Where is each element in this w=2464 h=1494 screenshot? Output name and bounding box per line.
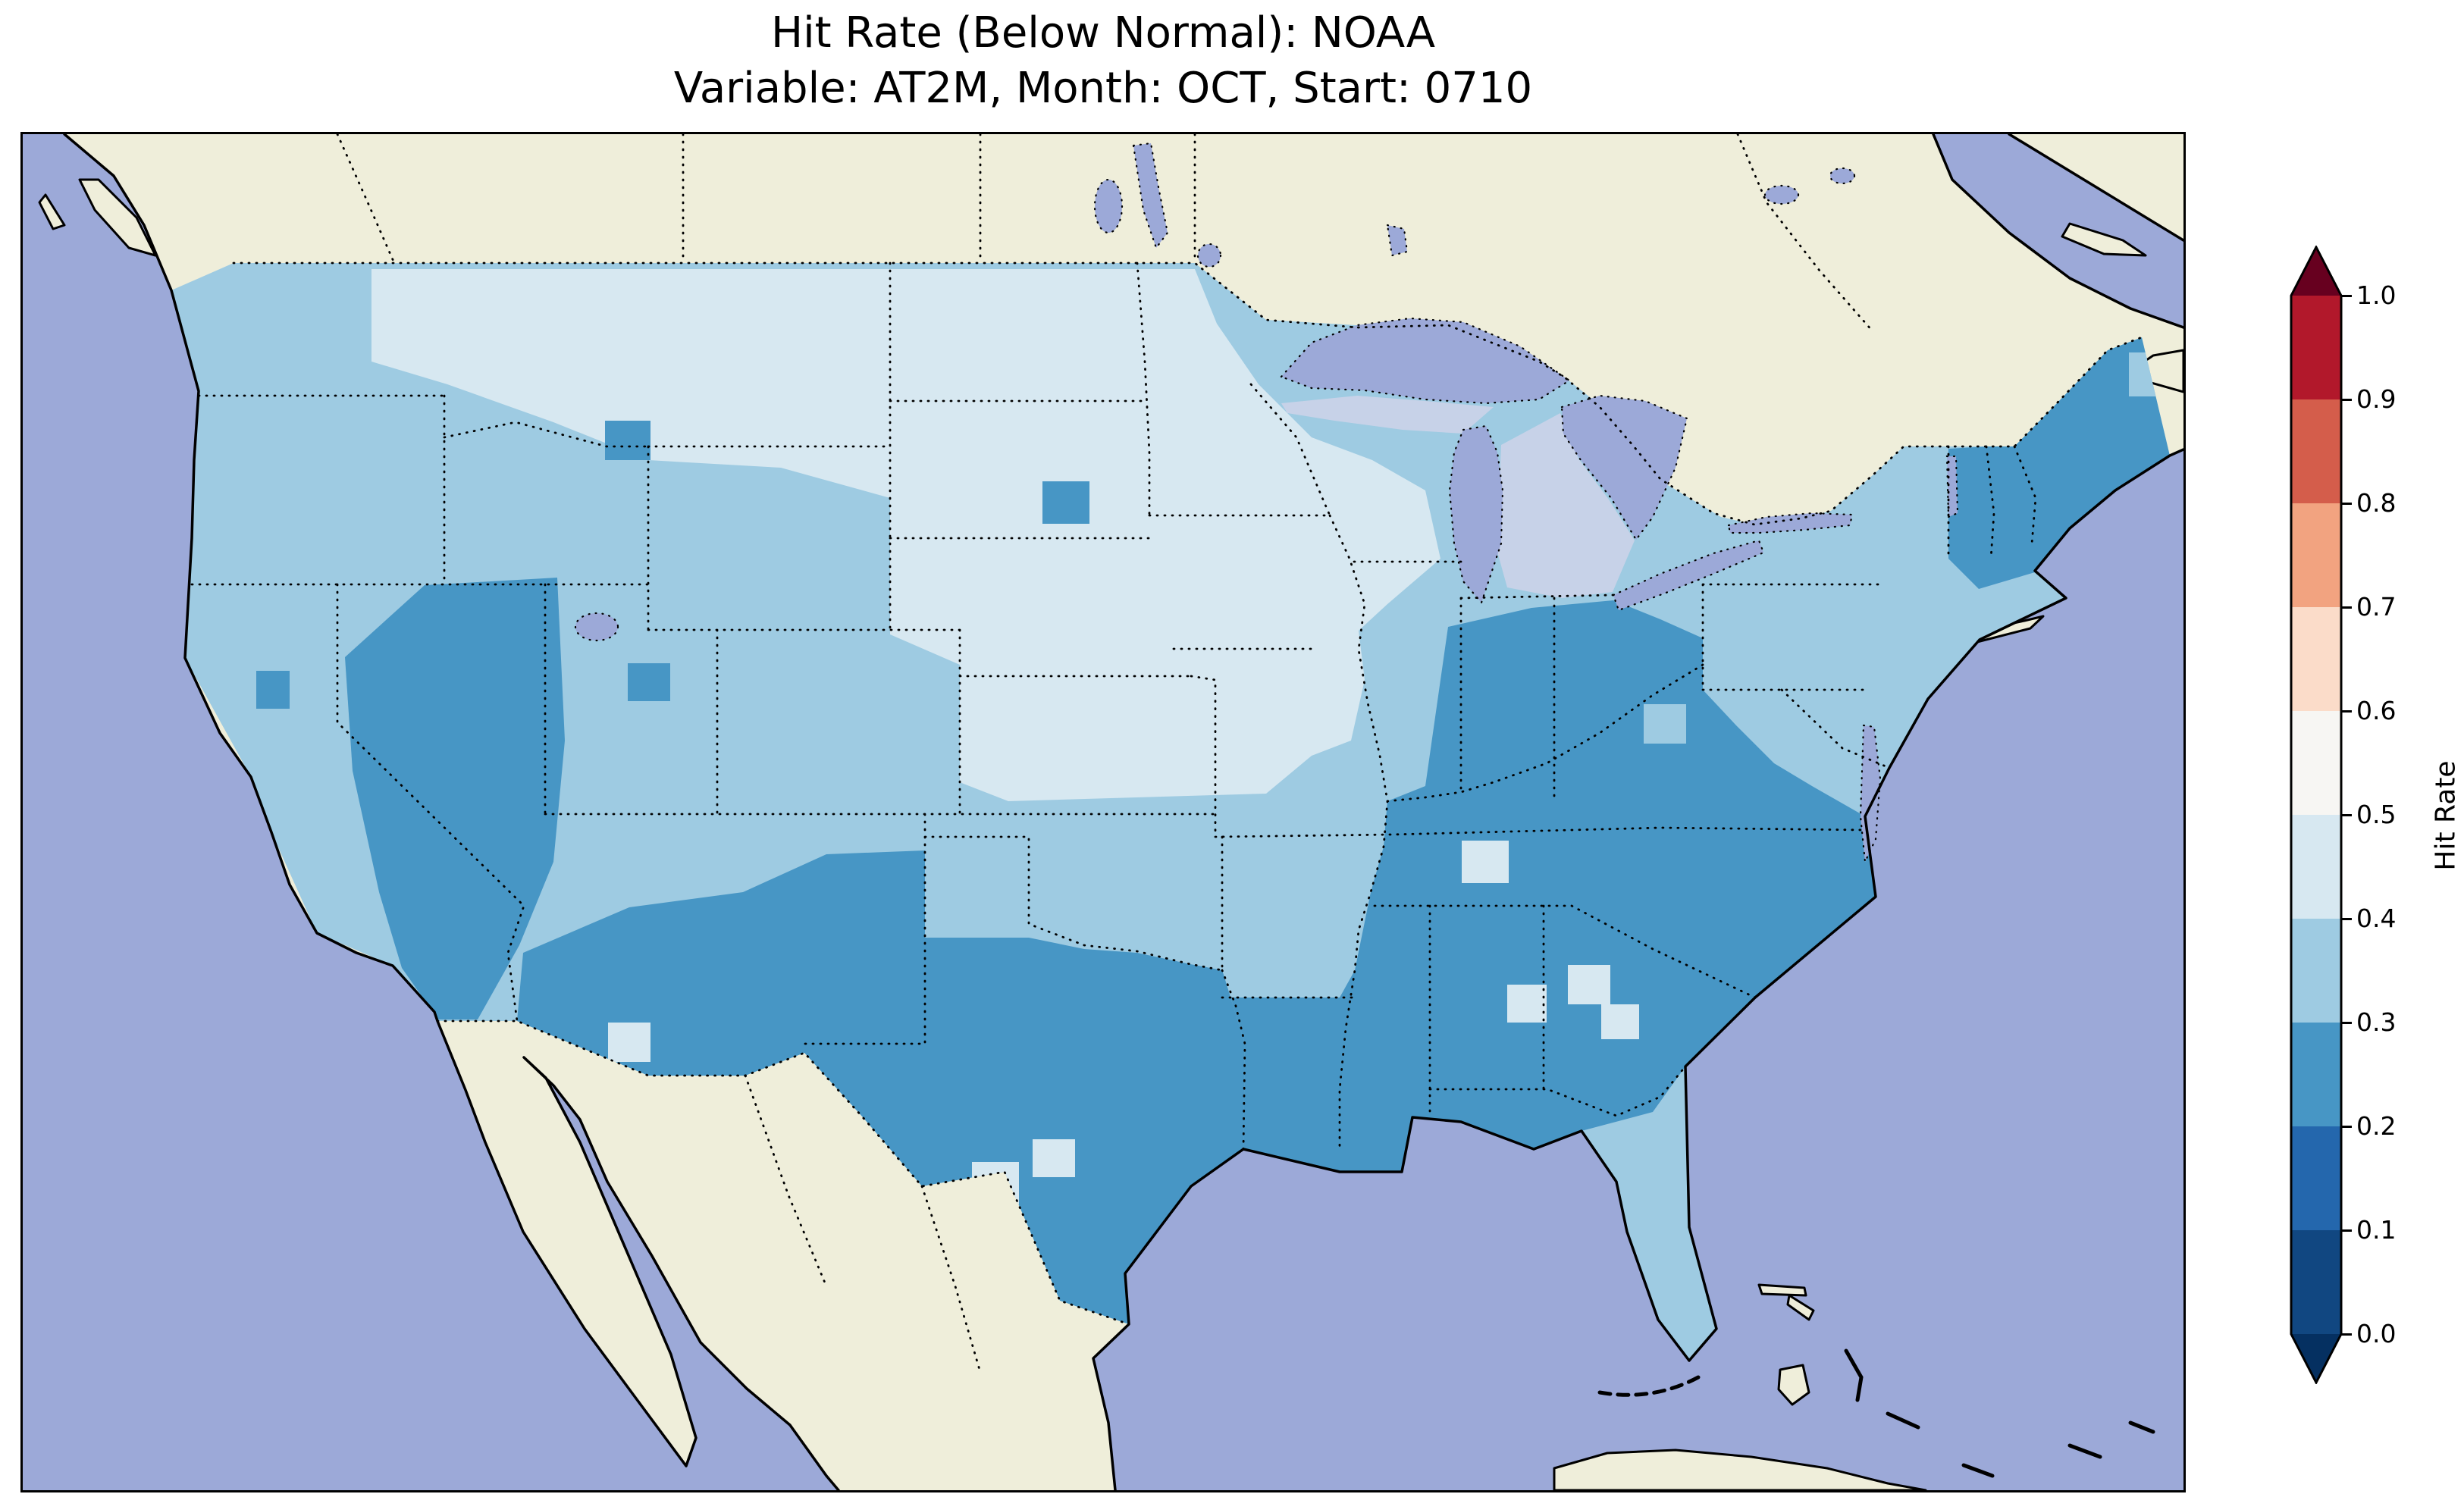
colorbar-axis-label: Hit Rate: [2430, 760, 2462, 871]
colorbar-bin-0.1-0.2: [2291, 1126, 2341, 1230]
region-michigan-mitten: [1495, 413, 1635, 598]
colorbar-over-arrow: [2291, 247, 2341, 296]
colorbar-svg: [2290, 244, 2343, 1386]
grand-bahama: [1757, 1283, 1807, 1297]
abaco: [1786, 1294, 1815, 1321]
colorbar-tick-mark-0.1: [2341, 1229, 2352, 1232]
colorbar-tick-label-0.2: 0.2: [2356, 1111, 2397, 1141]
colorbar-tick-mark-0.6: [2341, 709, 2352, 713]
colorbar-tick-mark-0.7: [2341, 606, 2352, 609]
mexico-state-borders: [744, 1074, 981, 1371]
bahama-chain-1: [1886, 1411, 1920, 1430]
andros: [1777, 1364, 1810, 1406]
colorbar-tick-label-0.8: 0.8: [2356, 488, 2397, 518]
colorbar-bin-0.4-0.5: [2291, 815, 2341, 919]
lake-erie: [1612, 539, 1765, 612]
islands-layer: [1553, 1283, 2155, 1490]
colorbar-tick-mark-0.9: [2341, 398, 2352, 401]
eleuthera: [1844, 1348, 1864, 1402]
state-borders: [190, 262, 2037, 1151]
region-northern-plains: [371, 269, 1440, 801]
colorbar-tick-mark-0.8: [2341, 502, 2352, 505]
cuba: [1553, 1449, 1927, 1490]
light-cell-west-virginia: [1644, 704, 1686, 744]
quebec-lake-2: [1829, 167, 1856, 185]
bahama-chain-2: [1961, 1463, 1995, 1478]
colorbar-bin-0.2-0.3: [2291, 1023, 2341, 1126]
caicos-bank: [2128, 1420, 2155, 1434]
lake-ontario: [1727, 512, 1854, 534]
colorbar-tick-label-0.9: 0.9: [2356, 384, 2397, 414]
dark-cell-california-coast: [256, 671, 290, 709]
region-michigan-upper: [1281, 396, 1494, 434]
pale-cell-georgia-1: [1568, 965, 1610, 1004]
dark-cell-utah: [628, 663, 670, 701]
figure-title-line1: Hit Rate (Below Normal): NOAA: [770, 8, 1436, 58]
lake-nipigon: [1386, 224, 1409, 257]
map-panel: [20, 132, 2186, 1492]
canada-border: [232, 262, 2143, 526]
dark-cell-minnesota: [1042, 481, 1089, 524]
region-new-england: [1948, 337, 2170, 589]
dark-cell-montana: [605, 421, 650, 460]
lake-manitoba: [1093, 178, 1124, 234]
pale-cell-alabama: [1507, 985, 1547, 1023]
colorbar-tick-mark-0.5: [2341, 813, 2352, 816]
borders-layer: [190, 134, 2143, 1371]
lake-winnipeg: [1132, 142, 1169, 250]
pale-cell-georgia-2: [1601, 1004, 1639, 1039]
vancouver-island: [78, 178, 157, 257]
quebec-lake-1: [1763, 184, 1800, 205]
colorbar-tick-label-0.3: 0.3: [2356, 1007, 2397, 1037]
lake-michigan: [1448, 424, 1504, 605]
florida-keys: [1597, 1375, 1701, 1397]
region-nevada-great-basin: [345, 578, 565, 1019]
colorbar-tick-label-1.0: 1.0: [2356, 280, 2397, 310]
st-lawrence-coastline: [1932, 134, 2183, 329]
colorbar-tick-label-0.6: 0.6: [2356, 696, 2397, 725]
coastlines-layer: [63, 134, 2183, 1490]
colorbar-tick-mark-0.2: [2341, 1125, 2352, 1128]
colorbar-bin-0.0-0.1: [2291, 1230, 2341, 1334]
great-salt-lake: [574, 612, 619, 642]
colorbar-tick-label-0.5: 0.5: [2356, 800, 2397, 829]
colorbar-bin-0.6-0.7: [2291, 607, 2341, 711]
lake-champlain: [1945, 455, 1959, 518]
colorbar-tick-label-0.7: 0.7: [2356, 592, 2397, 622]
region-southwest-texas: [517, 850, 1245, 1324]
north-shore-coastline: [2008, 134, 2183, 242]
pale-cell-texas-2: [1033, 1139, 1075, 1177]
colorbar: [2290, 244, 2343, 1386]
anticosti-island: [2061, 222, 2147, 257]
region-southeast-ohio-valley: [1222, 600, 1876, 1172]
colorbar-tick-label-0.4: 0.4: [2356, 904, 2397, 933]
colorbar-bin-0.7-0.8: [2291, 503, 2341, 607]
colorbar-tick-mark-0.3: [2341, 1021, 2352, 1024]
lakes-layer: [574, 142, 1959, 866]
colorbar-bin-0.8-0.9: [2291, 399, 2341, 503]
pale-cell-new-mexico: [608, 1023, 650, 1062]
pale-cell-tennessee: [1462, 841, 1509, 883]
us-map: [23, 134, 2183, 1490]
colorbar-bin-0.9-1.0: [2291, 296, 2341, 399]
colorbar-tick-label-0.1: 0.1: [2356, 1215, 2397, 1245]
colorbar-bin-0.3-0.4: [2291, 919, 2341, 1023]
lake-huron: [1560, 394, 1688, 541]
colorbar-bin-0.5-0.6: [2291, 711, 2341, 815]
figure-title: Hit Rate (Below Normal): NOAA Variable: …: [23, 6, 2183, 117]
haida-gwaii-island: [38, 193, 66, 230]
figure-title-line2: Variable: AT2M, Month: OCT, Start: 0710: [673, 63, 1533, 113]
lake-of-the-woods: [1196, 243, 1222, 268]
pacific-coastline: [63, 134, 840, 1490]
colorbar-tick-label-0.0: 0.0: [2356, 1319, 2397, 1348]
colorbar-tick-mark-0.4: [2341, 917, 2352, 920]
colorbar-tick-mark-0.0: [2341, 1333, 2352, 1336]
lake-superior: [1280, 317, 1572, 405]
mexico-border: [436, 1019, 1130, 1326]
gulf-atlantic-coastline: [1092, 448, 2183, 1490]
colorbar-tick-mark-1.0: [2341, 294, 2352, 297]
turks-caicos: [2067, 1443, 2102, 1459]
colorbar-under-arrow: [2291, 1334, 2341, 1383]
